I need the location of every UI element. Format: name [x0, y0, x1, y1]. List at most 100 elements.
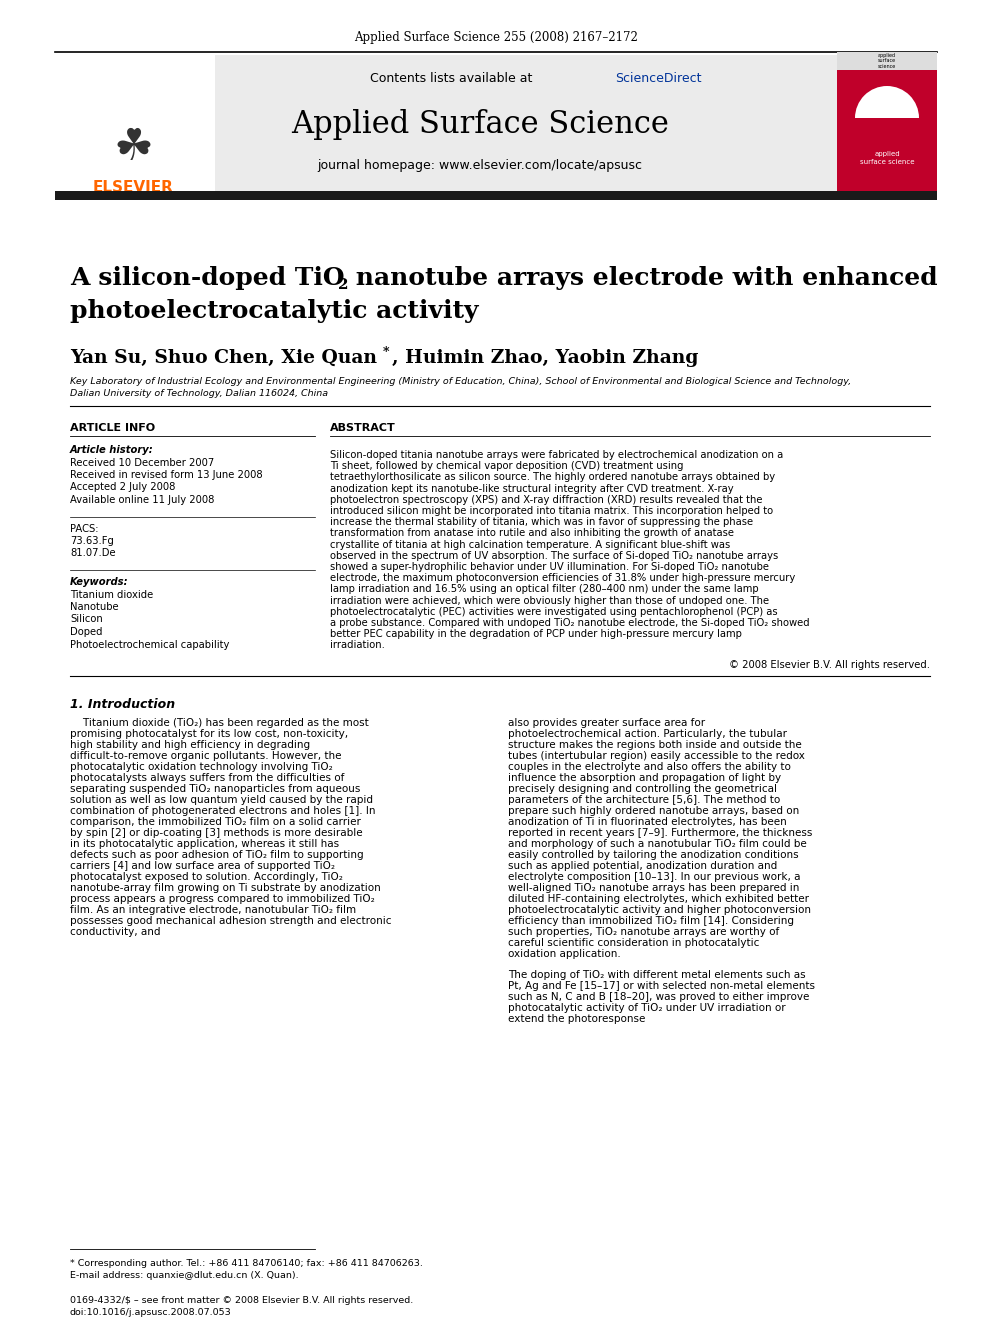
Text: Contents lists available at: Contents lists available at [370, 71, 537, 85]
Text: promising photocatalyst for its low cost, non-toxicity,: promising photocatalyst for its low cost… [70, 729, 348, 738]
Text: Received 10 December 2007: Received 10 December 2007 [70, 458, 214, 467]
Text: tubes (intertubular region) easily accessible to the redox: tubes (intertubular region) easily acces… [508, 750, 805, 761]
Text: photoelectrocatalytic activity: photoelectrocatalytic activity [70, 299, 478, 323]
Text: 2: 2 [338, 278, 348, 292]
Text: precisely designing and controlling the geometrical: precisely designing and controlling the … [508, 783, 777, 794]
Text: 73.63.Fg: 73.63.Fg [70, 536, 114, 546]
Text: observed in the spectrum of UV absorption. The surface of Si-doped TiO₂ nanotube: observed in the spectrum of UV absorptio… [330, 550, 779, 561]
Text: , Huimin Zhao, Yaobin Zhang: , Huimin Zhao, Yaobin Zhang [392, 349, 698, 366]
Text: tetraethylorthosilicate as silicon source. The highly ordered nanotube arrays ob: tetraethylorthosilicate as silicon sourc… [330, 472, 775, 483]
Text: difficult-to-remove organic pollutants. However, the: difficult-to-remove organic pollutants. … [70, 750, 341, 761]
Text: defects such as poor adhesion of TiO₂ film to supporting: defects such as poor adhesion of TiO₂ fi… [70, 849, 364, 860]
Text: 81.07.De: 81.07.De [70, 549, 116, 558]
Text: journal homepage: www.elsevier.com/locate/apsusc: journal homepage: www.elsevier.com/locat… [317, 159, 643, 172]
Text: structure makes the regions both inside and outside the: structure makes the regions both inside … [508, 740, 802, 750]
Text: transformation from anatase into rutile and also inhibiting the growth of anatas: transformation from anatase into rutile … [330, 528, 734, 538]
Text: photocatalysts always suffers from the difficulties of: photocatalysts always suffers from the d… [70, 773, 344, 783]
Text: photoelectrochemical action. Particularly, the tubular: photoelectrochemical action. Particularl… [508, 729, 787, 738]
Text: Yan Su, Shuo Chen, Xie Quan: Yan Su, Shuo Chen, Xie Quan [70, 349, 377, 366]
Text: possesses good mechanical adhesion strength and electronic: possesses good mechanical adhesion stren… [70, 916, 392, 926]
Text: ABSTRACT: ABSTRACT [330, 423, 396, 433]
Text: extend the photoresponse: extend the photoresponse [508, 1013, 646, 1024]
Text: introduced silicon might be incorporated into titania matrix. This incorporation: introduced silicon might be incorporated… [330, 505, 773, 516]
Text: diluted HF-containing electrolytes, which exhibited better: diluted HF-containing electrolytes, whic… [508, 893, 809, 904]
Text: nanotube arrays electrode with enhanced: nanotube arrays electrode with enhanced [347, 266, 937, 290]
Text: oxidation application.: oxidation application. [508, 949, 621, 959]
Text: comparison, the immobilized TiO₂ film on a solid carrier: comparison, the immobilized TiO₂ film on… [70, 816, 361, 827]
Text: photoelectrocatalytic activity and higher photoconversion: photoelectrocatalytic activity and highe… [508, 905, 811, 914]
Text: combination of photogenerated electrons and holes [1]. In: combination of photogenerated electrons … [70, 806, 376, 815]
Text: couples in the electrolyte and also offers the ability to: couples in the electrolyte and also offe… [508, 762, 791, 771]
Text: electrolyte composition [10–13]. In our previous work, a: electrolyte composition [10–13]. In our … [508, 872, 801, 881]
Text: process appears a progress compared to immobilized TiO₂: process appears a progress compared to i… [70, 893, 375, 904]
Text: carriers [4] and low surface area of supported TiO₂: carriers [4] and low surface area of sup… [70, 860, 335, 871]
Bar [55, 56, 215, 194]
Text: reported in recent years [7–9]. Furthermore, the thickness: reported in recent years [7–9]. Furtherm… [508, 828, 812, 837]
Text: such as applied potential, anodization duration and: such as applied potential, anodization d… [508, 860, 778, 871]
Text: Received in revised form 13 June 2008: Received in revised form 13 June 2008 [70, 470, 263, 480]
Text: Silicon-doped titania nanotube arrays were fabricated by electrochemical anodiza: Silicon-doped titania nanotube arrays we… [330, 450, 784, 460]
Text: Photoelectrochemical capability: Photoelectrochemical capability [70, 639, 229, 650]
Text: a probe substance. Compared with undoped TiO₂ nanotube electrode, the Si-doped T: a probe substance. Compared with undoped… [330, 618, 809, 628]
Text: such as N, C and B [18–20], was proved to either improve: such as N, C and B [18–20], was proved t… [508, 992, 809, 1002]
Text: photocatalytic activity of TiO₂ under UV irradiation or: photocatalytic activity of TiO₂ under UV… [508, 1003, 786, 1012]
Text: 0169-4332/$ – see front matter © 2008 Elsevier B.V. All rights reserved.: 0169-4332/$ – see front matter © 2008 El… [70, 1297, 414, 1304]
Text: Nanotube: Nanotube [70, 602, 119, 613]
Text: ☘: ☘ [113, 127, 153, 169]
Text: also provides greater surface area for: also provides greater surface area for [508, 717, 705, 728]
Text: nanotube-array film growing on Ti substrate by anodization: nanotube-array film growing on Ti substr… [70, 882, 381, 893]
Text: and morphology of such a nanotubular TiO₂ film could be: and morphology of such a nanotubular TiO… [508, 839, 806, 848]
Text: irradiation were achieved, which were obviously higher than those of undoped one: irradiation were achieved, which were ob… [330, 595, 769, 606]
Text: separating suspended TiO₂ nanoparticles from aqueous: separating suspended TiO₂ nanoparticles … [70, 783, 360, 794]
Text: Accepted 2 July 2008: Accepted 2 July 2008 [70, 483, 176, 492]
Text: careful scientific consideration in photocatalytic: careful scientific consideration in phot… [508, 938, 759, 947]
Bar [837, 52, 937, 70]
Text: increase the thermal stability of titania, which was in favor of suppressing the: increase the thermal stability of titani… [330, 517, 753, 527]
Text: Silicon: Silicon [70, 614, 103, 624]
Text: easily controlled by tailoring the anodization conditions: easily controlled by tailoring the anodi… [508, 849, 799, 860]
Text: film. As an integrative electrode, nanotubular TiO₂ film: film. As an integrative electrode, nanot… [70, 905, 356, 914]
Text: conductivity, and: conductivity, and [70, 926, 161, 937]
Text: Applied Surface Science 255 (2008) 2167–2172: Applied Surface Science 255 (2008) 2167–… [354, 32, 638, 45]
Text: influence the absorption and propagation of light by: influence the absorption and propagation… [508, 773, 781, 783]
Text: applied
surface
science: applied surface science [878, 53, 896, 69]
Text: high stability and high efficiency in degrading: high stability and high efficiency in de… [70, 740, 310, 750]
Text: ScienceDirect: ScienceDirect [615, 71, 701, 85]
Text: better PEC capability in the degradation of PCP under high-pressure mercury lamp: better PEC capability in the degradation… [330, 630, 742, 639]
Text: by spin [2] or dip-coating [3] methods is more desirable: by spin [2] or dip-coating [3] methods i… [70, 828, 363, 837]
Text: E-mail address: quanxie@dlut.edu.cn (X. Quan).: E-mail address: quanxie@dlut.edu.cn (X. … [70, 1271, 299, 1279]
Text: ARTICLE INFO: ARTICLE INFO [70, 423, 155, 433]
Bar [55, 191, 937, 200]
Text: A silicon-doped TiO: A silicon-doped TiO [70, 266, 344, 290]
Text: applied
surface science: applied surface science [860, 151, 915, 165]
Text: such properties, TiO₂ nanotube arrays are worthy of: such properties, TiO₂ nanotube arrays ar… [508, 926, 780, 937]
Text: Applied Surface Science: Applied Surface Science [291, 110, 669, 140]
Text: Available online 11 July 2008: Available online 11 July 2008 [70, 495, 214, 505]
Bar [837, 56, 937, 194]
Text: efficiency than immobilized TiO₂ film [14]. Considering: efficiency than immobilized TiO₂ film [1… [508, 916, 794, 926]
Bar [55, 56, 837, 194]
Text: irradiation.: irradiation. [330, 640, 385, 651]
Text: PACS:: PACS: [70, 524, 98, 533]
Text: prepare such highly ordered nanotube arrays, based on: prepare such highly ordered nanotube arr… [508, 806, 800, 815]
Text: Key Laboratory of Industrial Ecology and Environmental Engineering (Ministry of : Key Laboratory of Industrial Ecology and… [70, 377, 851, 386]
Text: Ti sheet, followed by chemical vapor deposition (CVD) treatment using: Ti sheet, followed by chemical vapor dep… [330, 462, 683, 471]
Text: showed a super-hydrophilic behavior under UV illumination. For Si-doped TiO₂ nan: showed a super-hydrophilic behavior unde… [330, 562, 769, 572]
Text: *: * [383, 347, 390, 360]
Text: solution as well as low quantum yield caused by the rapid: solution as well as low quantum yield ca… [70, 795, 373, 804]
Text: doi:10.1016/j.apsusc.2008.07.053: doi:10.1016/j.apsusc.2008.07.053 [70, 1308, 232, 1316]
Wedge shape [855, 86, 919, 118]
Text: well-aligned TiO₂ nanotube arrays has been prepared in: well-aligned TiO₂ nanotube arrays has be… [508, 882, 800, 893]
Text: 1. Introduction: 1. Introduction [70, 697, 176, 710]
Text: photoelectrocatalytic (PEC) activities were investigated using pentachlorophenol: photoelectrocatalytic (PEC) activities w… [330, 607, 778, 617]
Text: Article history:: Article history: [70, 445, 154, 455]
Text: The doping of TiO₂ with different metal elements such as: The doping of TiO₂ with different metal … [508, 970, 806, 979]
Text: Titanium dioxide: Titanium dioxide [70, 590, 153, 599]
Text: * Corresponding author. Tel.: +86 411 84706140; fax: +86 411 84706263.: * Corresponding author. Tel.: +86 411 84… [70, 1259, 423, 1267]
Text: ELSEVIER: ELSEVIER [92, 180, 174, 196]
Text: Titanium dioxide (TiO₂) has been regarded as the most: Titanium dioxide (TiO₂) has been regarde… [70, 717, 369, 728]
Text: Keywords:: Keywords: [70, 577, 129, 587]
Text: parameters of the architecture [5,6]. The method to: parameters of the architecture [5,6]. Th… [508, 795, 781, 804]
Text: lamp irradiation and 16.5% using an optical filter (280–400 nm) under the same l: lamp irradiation and 16.5% using an opti… [330, 585, 759, 594]
Text: Doped: Doped [70, 627, 102, 636]
